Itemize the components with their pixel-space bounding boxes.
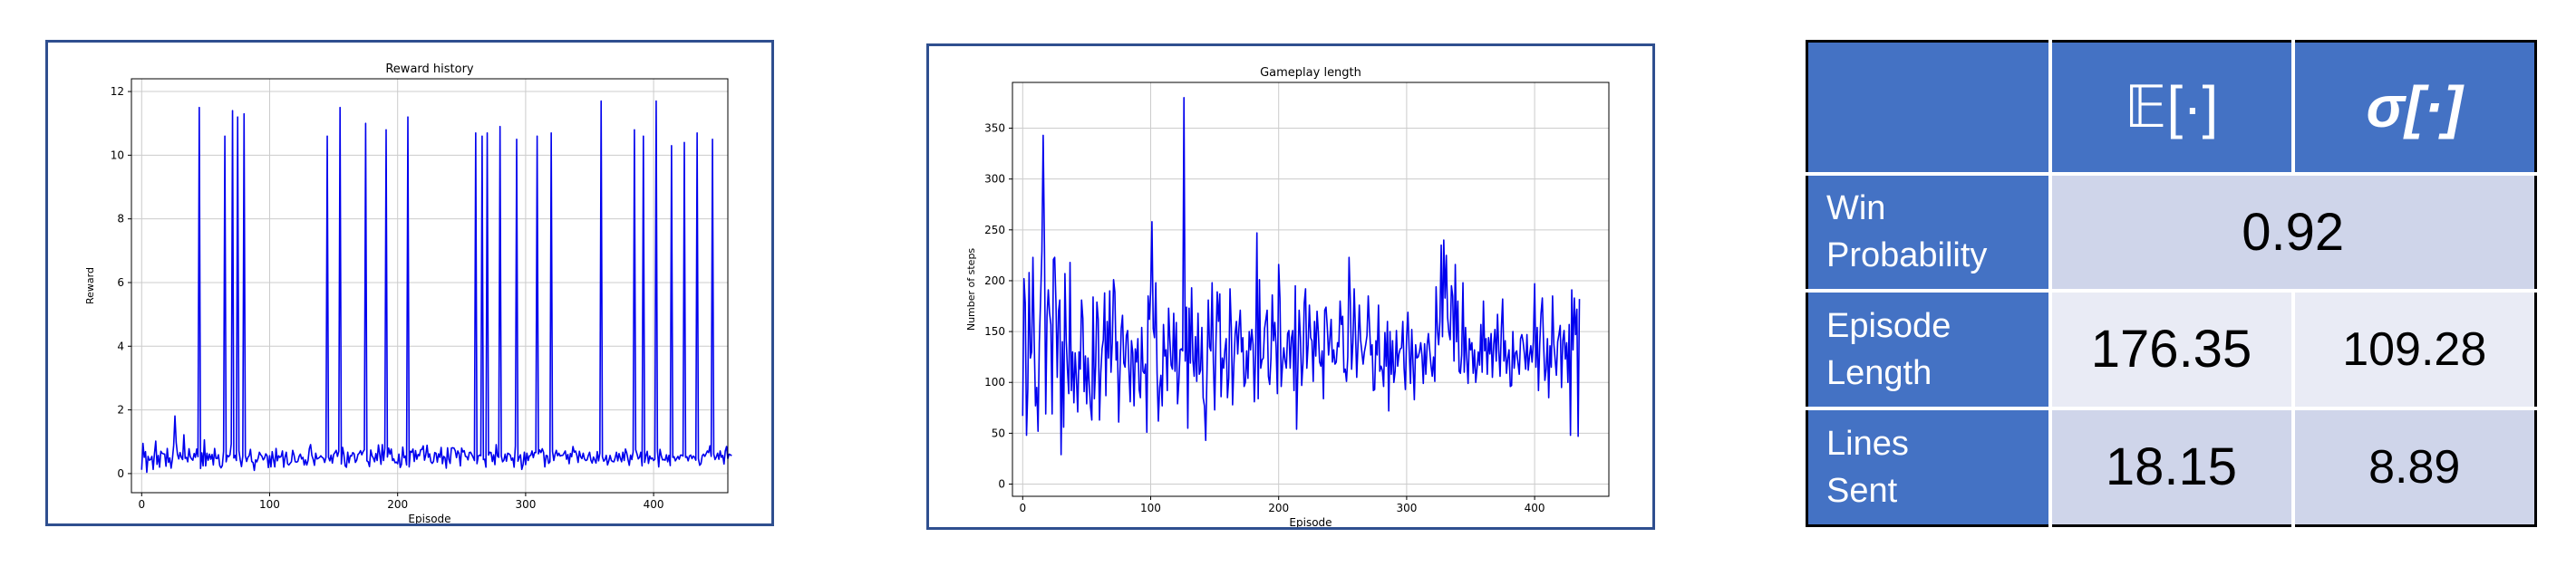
chart-1-y-tick-label: 200: [984, 274, 1005, 287]
reward-history-chart: Reward history 0 100 200 300 400 0 2 4 6 8 10 12 Epis…: [84, 62, 732, 523]
table-header-mean: 𝔼[·]: [2048, 41, 2295, 176]
chart-0-y-tick-label: 8: [117, 213, 124, 226]
chart-0-x-tick-label: 400: [644, 498, 664, 511]
row-label-line: Probability: [1826, 236, 1988, 274]
chart-1-y-tick-label: 250: [984, 224, 1005, 236]
chart-1-y-tick-label: 100: [984, 376, 1005, 389]
lines-sent-std: 8.89: [2290, 406, 2536, 526]
stats-table: 𝔼[·] σ[·] Win Probability 0.92 Episode L…: [1806, 40, 2537, 527]
chart-1-y-tick-label: 350: [984, 122, 1005, 135]
gameplay-length-panel: Gameplay length 0 100 200 300 400 0 50 100 150 200…: [926, 43, 1655, 530]
lines-sent-mean: 18.15: [2048, 406, 2295, 526]
episode-length-mean: 176.35: [2048, 288, 2295, 410]
row-label-lines-sent: Lines Sent: [1806, 406, 2052, 526]
chart-1-y-tick-label: 300: [984, 173, 1005, 186]
chart-0-x-tick-label: 300: [515, 498, 536, 511]
chart-0-x-tick-label: 200: [387, 498, 408, 511]
chart-0-grid: [131, 79, 728, 493]
chart-0-y-tick-label: 10: [111, 149, 124, 161]
chart-1-x-tick-label: 0: [1019, 502, 1026, 514]
chart-1-y-axis-label: Number of steps: [965, 248, 977, 331]
chart-1-y-tick-label: 0: [998, 478, 1005, 491]
row-label-episode-length: Episode Length: [1806, 288, 2052, 410]
chart-0-x-axis-label: Episode: [408, 513, 450, 523]
table-header-std: σ[·]: [2290, 41, 2536, 176]
row-label-line: Win: [1826, 189, 1886, 227]
row-label-line: Episode: [1826, 306, 1951, 345]
chart-1-x-axis-label: Episode: [1289, 516, 1332, 527]
chart-0-y-tick-label: 0: [117, 467, 124, 480]
chart-0-y-tick-label: 2: [117, 404, 124, 417]
chart-0-y-tick-label: 12: [111, 85, 124, 98]
win-probability-value: 0.92: [2048, 171, 2536, 293]
chart-0-x-tick-label: 0: [138, 498, 145, 511]
chart-0-y-tick-label: 6: [117, 276, 124, 289]
chart-0-y-axis-label: Reward: [84, 267, 96, 304]
row-label-win-probability: Win Probability: [1806, 171, 2052, 293]
chart-1-axes-frame: [1012, 82, 1610, 497]
chart-0-x-tick-label: 100: [259, 498, 280, 511]
chart-1-x-tick-label: 400: [1525, 502, 1545, 514]
reward-history-panel: Reward history 0 100 200 300 400 0 2 4 6 8 10 12 Epis…: [45, 40, 774, 526]
table-header-row: 𝔼[·] σ[·]: [1806, 41, 2536, 176]
chart-1-y-tick-label: 50: [992, 427, 1005, 439]
chart-1-grid: [1012, 82, 1609, 496]
chart-1-y-tick-label: 150: [984, 325, 1005, 338]
chart-1-x-tick-label: 100: [1140, 502, 1161, 514]
table-row: Lines Sent 18.15 8.89: [1806, 406, 2536, 526]
chart-1-x-tick-label: 200: [1268, 502, 1289, 514]
chart-0-y-tick-label: 4: [117, 340, 124, 352]
chart-0-axes-frame: [131, 78, 729, 494]
chart-0-title: Reward history: [385, 62, 474, 76]
chart-1-x-tick-label: 300: [1396, 502, 1417, 514]
table-header-corner: [1806, 41, 2052, 176]
table-row: Win Probability 0.92: [1806, 171, 2536, 293]
row-label-line: Lines: [1826, 424, 1909, 463]
gameplay-length-chart: Gameplay length 0 100 200 300 400 0 50 100 150 200…: [965, 66, 1610, 527]
chart-1-series-line-0: [1022, 97, 1581, 456]
row-label-line: Sent: [1826, 471, 1898, 510]
chart-0-series-line-0: [140, 100, 732, 474]
table-row: Episode Length 176.35 109.28: [1806, 288, 2536, 410]
chart-1-title: Gameplay length: [1260, 66, 1361, 80]
row-label-line: Length: [1826, 353, 1932, 392]
episode-length-std: 109.28: [2290, 288, 2536, 410]
